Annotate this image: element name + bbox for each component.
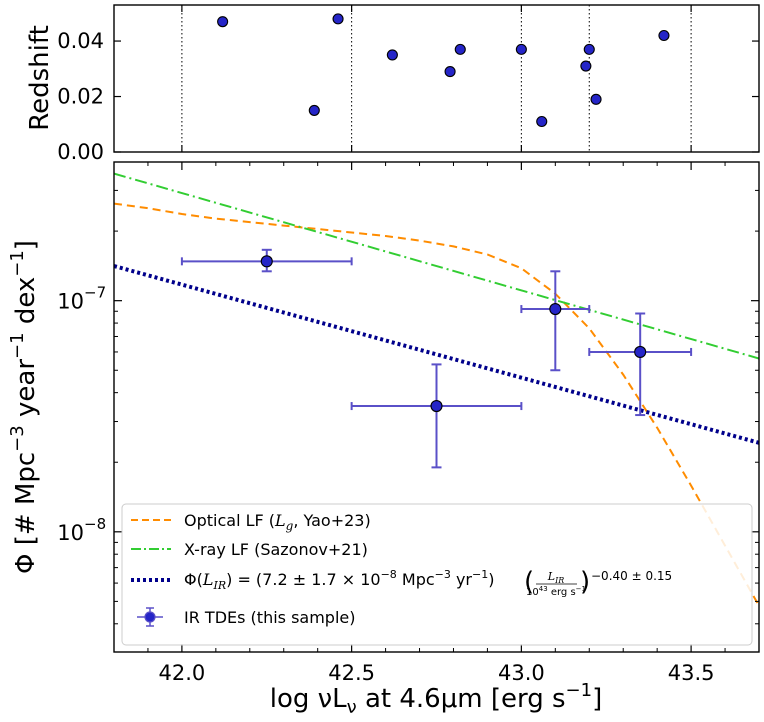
ylabel-mid: year bbox=[11, 359, 41, 426]
xlabel-suffix: at 4.6μm [erg s bbox=[357, 684, 566, 714]
bot-ytick-label-0: 10 bbox=[57, 521, 84, 545]
xlabel-main: log νL bbox=[270, 684, 347, 714]
ir-tde-point-0 bbox=[260, 255, 273, 268]
legend-tde-swatch bbox=[137, 607, 163, 627]
redshift-point-2 bbox=[332, 13, 344, 25]
legend-box bbox=[121, 503, 753, 646]
bot-ytick-label-exp-1: −7 bbox=[84, 284, 106, 302]
ylabel-sup2: −1 bbox=[7, 332, 28, 359]
top-ytick-label-1: 0.02 bbox=[57, 85, 104, 109]
legend-fit-frac-num: LIR bbox=[547, 570, 565, 585]
lf-curve-0 bbox=[114, 202, 759, 607]
legend-fit-frac-den: 1043 erg s−1 bbox=[526, 585, 586, 598]
top-ticks: 0.00 0.02 0.04 bbox=[57, 5, 759, 164]
bot-xtick-label-1: 42.5 bbox=[328, 661, 375, 685]
top-axes-frame bbox=[113, 4, 760, 153]
bot-xtick-label-2: 43.0 bbox=[498, 661, 545, 685]
redshift-point-8 bbox=[580, 60, 592, 72]
redshift-point-3 bbox=[386, 49, 398, 61]
redshift-point-9 bbox=[583, 43, 595, 55]
ylabel-close: ] bbox=[11, 240, 41, 250]
legend-tde-label: IR TDEs (this sample) bbox=[184, 608, 355, 627]
top-ylabel: Redshift bbox=[25, 25, 55, 131]
redshift-point-1 bbox=[308, 104, 320, 116]
redshift-panel: 0.00 0.02 0.04 Redshift bbox=[25, 4, 760, 164]
bot-ytick-label-exp-0: −8 bbox=[84, 515, 106, 533]
lf-curves bbox=[114, 172, 759, 607]
ir-tde-point-1 bbox=[430, 400, 443, 413]
legend: Optical LF (Lg, Yao+23) X-ray LF (Sazono… bbox=[121, 503, 753, 646]
redshift-point-10 bbox=[590, 93, 602, 105]
bottom-ylabel: Φ [# Mpc−3 year−1 dex−1] bbox=[7, 240, 41, 574]
legend-fit-paren-open: ( bbox=[524, 567, 534, 597]
ylabel-sup3: −1 bbox=[7, 250, 28, 277]
redshift-point-4 bbox=[444, 66, 456, 78]
legend-fit-label: Φ(LIR) = (7.2 ± 1.7 × 10−8 Mpc−3 yr−1) bbox=[184, 568, 494, 592]
lf-curve-1 bbox=[114, 172, 759, 360]
redshift-points bbox=[217, 13, 670, 128]
legend-fit-paren-close: ) bbox=[580, 567, 590, 597]
redshift-point-11 bbox=[658, 29, 670, 42]
ylabel-sup1: −3 bbox=[7, 425, 28, 452]
legend-xray-label: X-ray LF (Sazonov+21) bbox=[184, 540, 368, 559]
ylabel-end: dex bbox=[11, 277, 41, 333]
bot-ytick-label-1: 10 bbox=[57, 290, 84, 314]
xlabel-sub: ν bbox=[347, 697, 357, 718]
redshift-point-7 bbox=[536, 115, 548, 128]
legend-optical-label: Optical LF (Lg, Yao+23) bbox=[184, 511, 371, 533]
bot-xtick-label-0: 42.0 bbox=[159, 661, 206, 685]
redshift-point-5 bbox=[454, 43, 466, 55]
top-ytick-label-0: 0.00 bbox=[57, 140, 104, 164]
xlabel-sup: −1 bbox=[566, 680, 593, 701]
legend-fit-exponent: −0.40 ± 0.15 bbox=[591, 569, 672, 583]
redshift-point-6 bbox=[515, 43, 527, 55]
xlabel-end: ] bbox=[592, 684, 602, 714]
ir-tde-point-2 bbox=[549, 302, 562, 316]
bottom-xlabel: log νLν at 4.6μm [erg s−1] bbox=[270, 680, 603, 718]
ir-tde-errorbars bbox=[180, 248, 693, 469]
bottom-ticks: 42.0 42.5 43.0 43.510−810−7 bbox=[57, 162, 760, 685]
ylabel-main: Φ [# Mpc bbox=[11, 452, 41, 574]
bot-xtick-label-3: 43.5 bbox=[668, 661, 715, 685]
top-ytick-label-2: 0.04 bbox=[57, 29, 104, 53]
ir-tde-point-3 bbox=[634, 345, 647, 359]
top-vertical-lines bbox=[181, 5, 692, 152]
redshift-point-0 bbox=[217, 16, 229, 28]
luminosity-function-panel: 42.0 42.5 43.0 43.510−810−7 log νLν at 4.6μ… bbox=[7, 161, 760, 718]
bottom-axes-frame bbox=[113, 161, 760, 653]
